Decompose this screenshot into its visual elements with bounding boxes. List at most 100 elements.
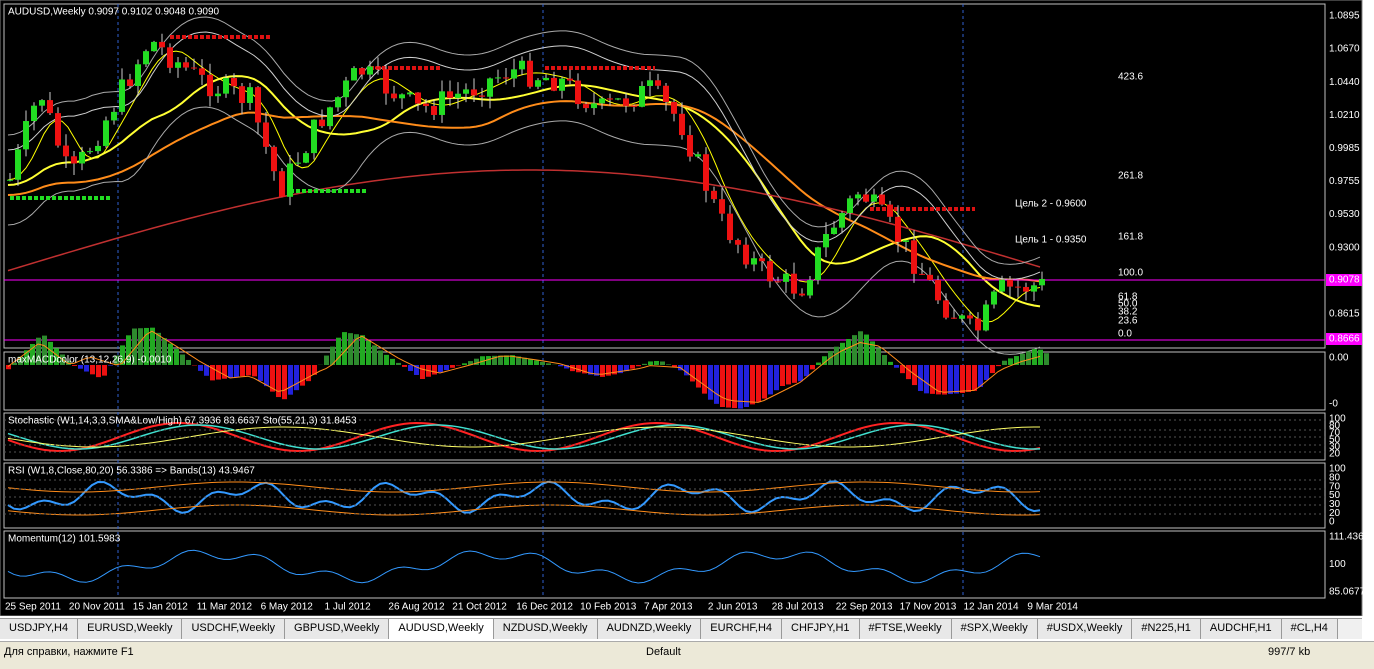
price-label: 0.8615 bbox=[1329, 309, 1360, 320]
macd-bar bbox=[780, 365, 785, 386]
date-label: 17 Nov 2013 bbox=[900, 602, 957, 613]
candle bbox=[959, 315, 965, 318]
candle bbox=[535, 80, 541, 87]
candle bbox=[607, 98, 613, 99]
candle bbox=[655, 80, 661, 85]
macd-bar bbox=[504, 355, 509, 365]
macd-bar bbox=[324, 356, 329, 365]
candle bbox=[623, 98, 629, 105]
candle bbox=[783, 274, 789, 282]
macd-bar bbox=[366, 340, 371, 365]
candle bbox=[495, 77, 501, 78]
symbol-tab[interactable]: AUDCHF,H1 bbox=[1201, 619, 1282, 639]
candle bbox=[575, 81, 581, 105]
target-label: Цель 2 - 0.9600 bbox=[1015, 199, 1087, 210]
macd-bar bbox=[102, 365, 107, 376]
candle bbox=[895, 217, 901, 242]
macd-bar bbox=[1020, 354, 1025, 365]
macd-bar bbox=[990, 365, 995, 373]
indicator-label: RSI (W1,8,Close,80,20) 56.3386 => Bands(… bbox=[8, 466, 255, 477]
macd-bar bbox=[462, 363, 467, 365]
macd-bar bbox=[450, 365, 455, 368]
candle bbox=[759, 258, 765, 261]
candle bbox=[927, 275, 933, 280]
candle bbox=[487, 78, 493, 96]
macd-bar bbox=[348, 333, 353, 365]
candle bbox=[543, 78, 549, 80]
candle bbox=[367, 67, 373, 75]
macd-bar bbox=[174, 349, 179, 365]
macd-bar bbox=[1044, 353, 1049, 365]
candle bbox=[95, 146, 101, 151]
date-label: 21 Oct 2012 bbox=[452, 602, 507, 613]
symbol-tab[interactable]: GBPUSD,Weekly bbox=[285, 619, 389, 639]
candle bbox=[887, 205, 893, 217]
candle bbox=[999, 280, 1005, 292]
candle bbox=[223, 78, 229, 94]
macd-bar bbox=[438, 365, 443, 372]
macd-bar bbox=[360, 335, 365, 365]
date-label: 28 Jul 2013 bbox=[772, 602, 824, 613]
candle bbox=[727, 214, 733, 240]
indicator-axis-label: 20 bbox=[1329, 449, 1341, 460]
candle bbox=[79, 152, 85, 164]
macd-bar bbox=[696, 365, 701, 388]
macd-bar bbox=[264, 365, 269, 386]
macd-bar bbox=[390, 359, 395, 365]
macd-bar bbox=[294, 365, 299, 390]
candle bbox=[919, 274, 925, 275]
price-label: 1.0210 bbox=[1329, 110, 1360, 121]
fib-label: 161.8 bbox=[1118, 232, 1143, 243]
date-label: 7 Apr 2013 bbox=[644, 602, 693, 613]
symbol-tab[interactable]: #CL,H4 bbox=[1282, 619, 1338, 639]
candle bbox=[111, 112, 117, 121]
candle bbox=[751, 258, 757, 264]
candle bbox=[879, 195, 885, 205]
indicator-axis-label: 100 bbox=[1329, 559, 1346, 570]
macd-bar bbox=[978, 365, 983, 387]
macd-bar bbox=[732, 365, 737, 408]
macd-bar bbox=[198, 365, 203, 371]
candle bbox=[87, 151, 93, 152]
price-label: 1.0895 bbox=[1329, 11, 1360, 22]
date-label: 25 Sep 2011 bbox=[5, 602, 61, 613]
macd-bar bbox=[1008, 358, 1013, 365]
date-label: 10 Feb 2013 bbox=[580, 602, 637, 613]
price-label: 0.9985 bbox=[1329, 143, 1360, 154]
symbol-tab[interactable]: EURUSD,Weekly bbox=[78, 619, 182, 639]
symbol-tab[interactable]: NZDUSD,Weekly bbox=[494, 619, 598, 639]
date-label: 2 Jun 2013 bbox=[708, 602, 758, 613]
candle bbox=[423, 104, 429, 106]
symbol-tab[interactable]: AUDNZD,Weekly bbox=[598, 619, 702, 639]
candle bbox=[1031, 285, 1037, 291]
symbol-tab[interactable]: AUDUSD,Weekly bbox=[389, 618, 493, 639]
symbol-tab[interactable]: USDCHF,Weekly bbox=[182, 619, 285, 639]
symbol-tab[interactable]: CHFJPY,H1 bbox=[782, 619, 859, 639]
candle bbox=[935, 280, 941, 300]
macd-bar bbox=[90, 365, 95, 374]
symbol-tab[interactable]: #USDX,Weekly bbox=[1038, 619, 1133, 639]
macd-bar bbox=[456, 365, 461, 366]
candle bbox=[1039, 279, 1045, 285]
date-label: 11 Mar 2012 bbox=[197, 602, 253, 613]
candle bbox=[911, 240, 917, 274]
symbol-tab[interactable]: USDJPY,H4 bbox=[0, 619, 78, 639]
candle bbox=[103, 120, 109, 146]
candle bbox=[807, 280, 813, 295]
profile: Default bbox=[646, 646, 681, 658]
symbol-tab[interactable]: EURCHF,H4 bbox=[701, 619, 782, 639]
indicator-axis-label: 0.00 bbox=[1329, 353, 1349, 364]
symbol-tab[interactable]: #SPX,Weekly bbox=[952, 619, 1038, 639]
date-label: 6 May 2012 bbox=[261, 602, 314, 613]
macd-bar bbox=[228, 365, 233, 378]
symbol-tab[interactable]: #N225,H1 bbox=[1132, 619, 1201, 639]
macd-bar bbox=[882, 355, 887, 365]
price-marker: 0.8666 bbox=[1329, 334, 1360, 345]
indicator-axis-label: -0 bbox=[1329, 399, 1338, 410]
macd-bar bbox=[960, 365, 965, 393]
candle bbox=[439, 91, 445, 115]
symbol-tab[interactable]: #FTSE,Weekly bbox=[860, 619, 952, 639]
macd-bar bbox=[840, 343, 845, 365]
